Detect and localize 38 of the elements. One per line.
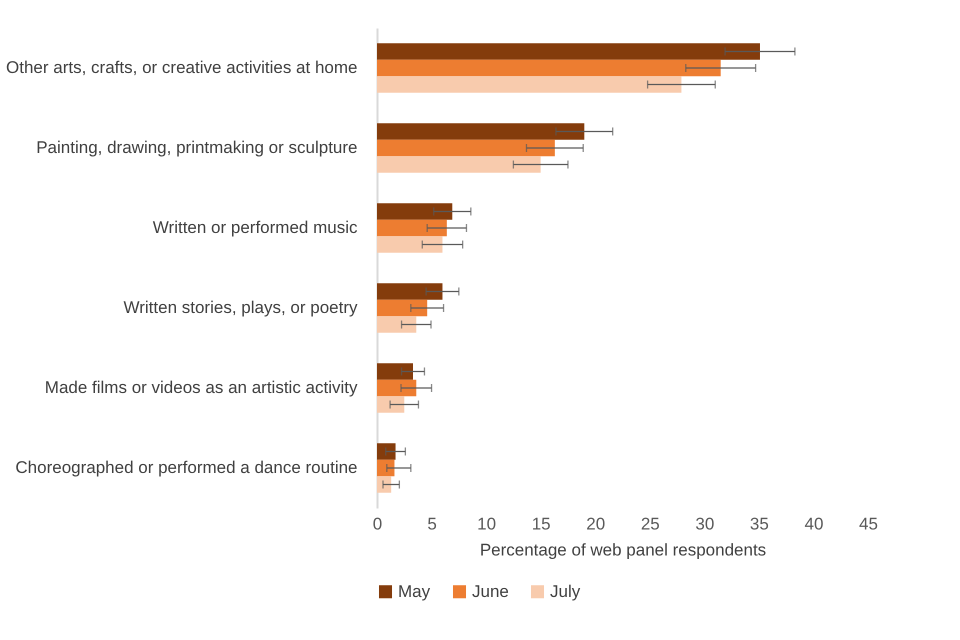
x-tick-label: 0: [372, 514, 382, 534]
bar: [377, 396, 404, 413]
y-tick-label: Other arts, crafts, or creative activities at home: [6, 58, 358, 77]
legend-label: July: [550, 582, 581, 601]
bar: [377, 60, 721, 76]
bar: [377, 443, 396, 460]
bar: [377, 156, 541, 173]
bar: [377, 460, 394, 476]
bar: [377, 283, 442, 300]
y-tick-label: Written stories, plays, or poetry: [124, 298, 358, 317]
x-tick-label: 40: [804, 514, 824, 534]
bar: [377, 76, 682, 93]
y-tick-label: Choreographed or performed a dance routine: [15, 458, 358, 477]
x-tick-label: 5: [427, 514, 437, 534]
bar: [377, 316, 416, 333]
bar: [377, 43, 760, 60]
x-tick-label: 30: [695, 514, 714, 534]
bar: [377, 123, 584, 140]
x-tick-label: 25: [640, 514, 660, 534]
bar: [377, 140, 555, 156]
bar: [377, 300, 428, 316]
bar: [377, 236, 442, 253]
legend-label: May: [398, 582, 431, 601]
y-tick-label: Written or performed music: [152, 218, 358, 237]
x-tick-label: 45: [859, 514, 878, 534]
bar: [377, 476, 392, 493]
x-tick-label: 35: [750, 514, 769, 534]
bar: [377, 363, 414, 380]
legend-label: June: [472, 582, 509, 601]
bar: [377, 220, 447, 236]
x-tick-label: 15: [532, 514, 551, 534]
x-tick-label: 10: [477, 514, 496, 534]
y-tick-label: Made films or videos as an artistic activity: [44, 378, 358, 397]
x-tick-label: 20: [586, 514, 606, 534]
y-tick-label: Painting, drawing, printmaking or sculpture: [36, 138, 358, 157]
bar: [377, 203, 452, 220]
bar: [377, 380, 416, 396]
x-axis-title: Percentage of web panel respondents: [480, 540, 766, 560]
